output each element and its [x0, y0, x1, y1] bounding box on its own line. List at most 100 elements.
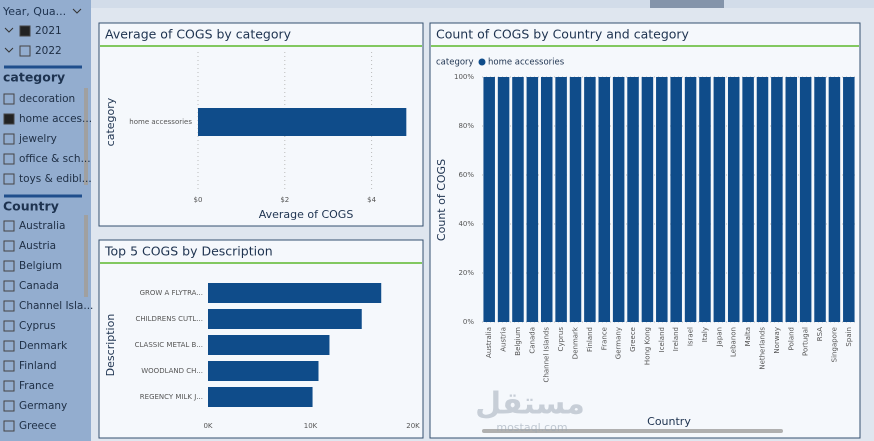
expand-icon[interactable]: [4, 27, 14, 33]
checkbox[interactable]: [3, 113, 15, 125]
bar: [814, 77, 826, 322]
scrollbar[interactable]: [84, 88, 88, 185]
bar: [627, 77, 639, 322]
x-tick-label: Iceland: [658, 327, 666, 352]
filter-item[interactable]: Finland: [19, 360, 57, 372]
scrollbar[interactable]: [482, 429, 783, 433]
bar: [208, 335, 330, 355]
legend-swatch: [478, 58, 486, 66]
filter-item[interactable]: 2022: [35, 45, 62, 57]
filter-title[interactable]: Year, Qua...: [2, 5, 66, 18]
bar: [699, 77, 711, 322]
y-tick-label: home accessories: [129, 118, 192, 126]
bar: [526, 77, 539, 322]
checkbox[interactable]: [3, 133, 15, 145]
checkbox[interactable]: [3, 93, 15, 105]
bar: [612, 77, 625, 322]
y-tick-label: CLASSIC METAL B...: [135, 341, 203, 349]
filter-item[interactable]: decoration: [19, 93, 75, 105]
checkbox[interactable]: [3, 280, 15, 292]
legend-title: category: [436, 58, 474, 68]
bar: [684, 77, 697, 322]
x-tick-label: Singapore: [830, 327, 838, 362]
x-tick-label: Finland: [586, 327, 594, 352]
x-tick-label: Austria: [500, 327, 508, 352]
y-tick-label: GROW A FLYTRA...: [140, 289, 203, 297]
filter-item[interactable]: home acces...: [19, 113, 92, 125]
filter-item[interactable]: toys & edibl...: [19, 173, 92, 185]
x-axis-title: Average of COGS: [259, 208, 354, 221]
filter-title[interactable]: category: [3, 70, 65, 85]
checkbox[interactable]: [3, 240, 15, 252]
chart-title: Top 5 COGS by Description: [104, 244, 273, 259]
bar: [512, 77, 524, 322]
filter-item[interactable]: Greece: [19, 420, 56, 432]
chart-title: Average of COGS by category: [105, 27, 292, 42]
x-tick-label: $4: [367, 196, 376, 204]
bar: [828, 77, 841, 322]
bar: [497, 77, 510, 322]
x-tick-label: Canada: [528, 327, 536, 354]
checkbox[interactable]: [19, 25, 31, 37]
filter-item[interactable]: Cyprus: [19, 320, 56, 332]
y-tick-label: 0%: [463, 318, 474, 326]
checkbox[interactable]: [3, 320, 15, 332]
y-axis-title: Description: [104, 314, 117, 377]
filter-item[interactable]: Germany: [19, 400, 67, 412]
x-tick-label: Ireland: [672, 327, 680, 351]
checkbox[interactable]: [3, 360, 15, 372]
filter-item[interactable]: Canada: [19, 280, 59, 292]
filter-item[interactable]: Australia: [19, 220, 65, 232]
x-tick-label: Channel Islands: [543, 327, 551, 383]
filter-item[interactable]: jewelry: [18, 133, 57, 145]
x-tick-label: Netherlands: [759, 327, 767, 370]
x-tick-label: $0: [194, 196, 203, 204]
filter-item[interactable]: Channel Isla...: [19, 300, 93, 312]
x-tick-label: Cyprus: [557, 327, 565, 352]
x-tick-label: Australia: [485, 327, 493, 358]
filter-title[interactable]: Country: [3, 199, 59, 214]
y-tick-label: REGENCY MILK J...: [140, 393, 203, 401]
bar: [208, 361, 319, 381]
filter-item[interactable]: Denmark: [19, 340, 68, 352]
y-tick-label: 20%: [458, 269, 474, 277]
chart-title: Count of COGS by Country and category: [436, 27, 690, 42]
expand-icon[interactable]: [4, 47, 14, 53]
checkbox[interactable]: [3, 173, 15, 185]
bar: [555, 77, 567, 322]
chevron[interactable]: [72, 8, 82, 14]
x-tick-label: Italy: [701, 327, 709, 342]
x-tick-label: RSA: [816, 327, 824, 341]
checkbox[interactable]: [3, 153, 15, 165]
x-tick-label: Norway: [773, 327, 781, 354]
bar: [785, 77, 798, 322]
x-tick-label: Germany: [615, 327, 623, 359]
scrollbar[interactable]: [84, 215, 88, 297]
checkbox[interactable]: [3, 220, 15, 232]
watermark: مستقل: [475, 387, 585, 422]
x-tick-label: Belgium: [514, 327, 522, 356]
filter-item[interactable]: France: [19, 380, 54, 392]
x-tick-label: 0K: [203, 422, 212, 430]
checkbox[interactable]: [3, 300, 15, 312]
checkbox[interactable]: [19, 45, 31, 57]
filter-item[interactable]: 2021: [35, 25, 62, 37]
checkbox[interactable]: [3, 260, 15, 272]
bar: [670, 77, 682, 322]
x-tick-label: 20K: [406, 422, 420, 430]
checkbox[interactable]: [3, 400, 15, 412]
x-tick-label: Israel: [687, 327, 695, 346]
x-tick-label: Malta: [744, 327, 752, 346]
checkbox[interactable]: [3, 380, 15, 392]
bar: [208, 309, 362, 329]
x-tick-label: Hong Kong: [643, 327, 651, 365]
filter-item[interactable]: Austria: [19, 240, 56, 252]
checkbox[interactable]: [3, 340, 15, 352]
filter-item[interactable]: Belgium: [19, 260, 62, 272]
bar: [843, 77, 855, 322]
x-tick-label: Greece: [629, 327, 637, 352]
checkbox[interactable]: [3, 420, 15, 432]
filter-item[interactable]: office & sch...: [19, 153, 91, 165]
bar: [656, 77, 668, 322]
